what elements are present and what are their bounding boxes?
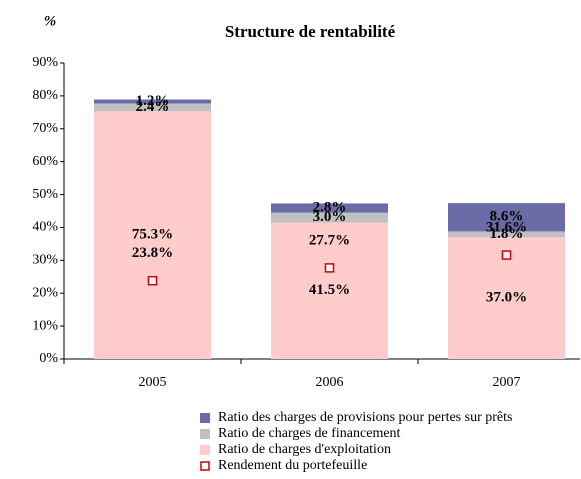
data-label: 41.5% [309,282,350,298]
marker [324,263,335,273]
data-label: 8.6% [490,209,524,225]
chart-title: Structure de rentabilité [225,22,396,41]
y-tick-label: 90% [32,55,58,70]
data-label: 27.7% [309,232,350,248]
data-label: 3.0% [313,209,347,225]
y-tick-label: 20% [32,285,58,300]
y-tick-label: 0% [39,351,58,366]
legend-label: Ratio de charges d'exploitation [218,442,391,457]
data-label: 75.3% [132,227,173,243]
data-label: 1.8% [490,226,524,242]
bar-segment [271,203,388,213]
data-label: 1.2% [136,93,170,109]
bar-segment [94,99,211,104]
y-tick-label: 10% [32,318,58,333]
x-tick-label: 2005 [139,375,167,390]
data-label: 37.0% [486,290,527,306]
y-axis-label: % [44,13,57,29]
bar-segment [271,222,388,359]
bar-segment [271,212,388,223]
bar-segment [448,203,565,232]
data-label: 23.8% [132,245,173,261]
data-label: 2.4% [136,99,170,115]
x-tick-label: 2006 [316,375,344,390]
marker [147,275,158,286]
y-tick-label: 60% [32,154,58,169]
legend-swatch [200,445,210,455]
y-tick-label: 30% [32,253,58,268]
y-tick-label: 50% [32,187,58,202]
bar-segment [94,111,211,359]
legend-swatch [200,461,210,471]
x-tick-label: 2007 [493,375,521,390]
bar-segment [448,231,565,238]
legend-label: Ratio des charges de provisions pour per… [218,410,512,425]
bar-segment [94,103,211,112]
legend-swatch [200,429,210,439]
marker [501,250,512,260]
legend-label: Ratio de charges de financement [218,426,401,441]
y-tick-label: 80% [32,88,58,103]
y-tick-label: 40% [32,220,58,235]
data-label: 2.8% [313,199,347,215]
data-label: 31.6% [486,220,527,236]
legend-label: Rendement du portefeuille [218,458,367,473]
y-tick-label: 70% [32,121,58,136]
legend-swatch [200,413,210,423]
